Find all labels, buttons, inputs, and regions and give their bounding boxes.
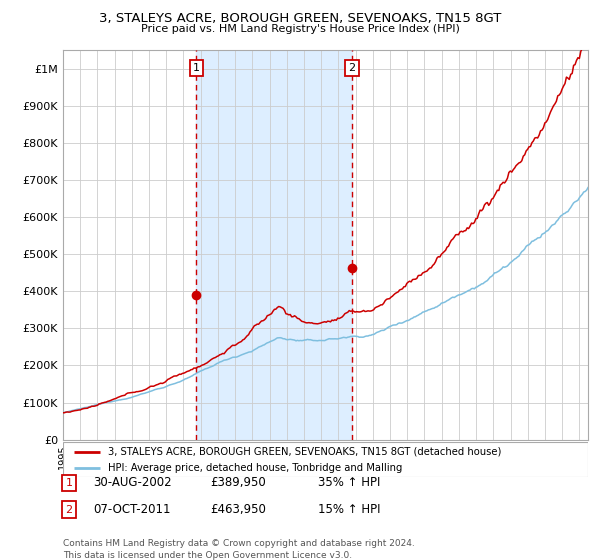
Text: 1: 1 [193, 63, 200, 73]
Text: 2: 2 [65, 505, 73, 515]
Text: 1: 1 [65, 478, 73, 488]
Text: 07-OCT-2011: 07-OCT-2011 [93, 503, 170, 516]
Text: 3, STALEYS ACRE, BOROUGH GREEN, SEVENOAKS, TN15 8GT (detached house): 3, STALEYS ACRE, BOROUGH GREEN, SEVENOAK… [107, 447, 501, 457]
Text: HPI: Average price, detached house, Tonbridge and Malling: HPI: Average price, detached house, Tonb… [107, 463, 402, 473]
Text: Contains HM Land Registry data © Crown copyright and database right 2024.
This d: Contains HM Land Registry data © Crown c… [63, 539, 415, 559]
Text: 30-AUG-2002: 30-AUG-2002 [93, 476, 172, 489]
Text: £389,950: £389,950 [210, 476, 266, 489]
Bar [196, 50, 352, 440]
Text: 35% ↑ HPI: 35% ↑ HPI [318, 476, 380, 489]
Text: £463,950: £463,950 [210, 503, 266, 516]
Text: 3, STALEYS ACRE, BOROUGH GREEN, SEVENOAKS, TN15 8GT: 3, STALEYS ACRE, BOROUGH GREEN, SEVENOAK… [99, 12, 501, 25]
Text: 2: 2 [348, 63, 355, 73]
Text: 15% ↑ HPI: 15% ↑ HPI [318, 503, 380, 516]
Text: Price paid vs. HM Land Registry's House Price Index (HPI): Price paid vs. HM Land Registry's House … [140, 24, 460, 34]
